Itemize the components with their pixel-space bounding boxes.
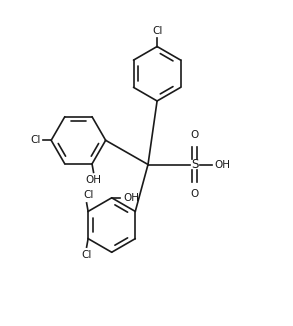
Text: Cl: Cl <box>83 190 93 200</box>
Text: Cl: Cl <box>30 135 41 145</box>
Text: Cl: Cl <box>152 26 162 36</box>
Text: Cl: Cl <box>81 250 92 260</box>
Text: OH: OH <box>123 193 139 203</box>
Text: OH: OH <box>214 159 231 170</box>
Text: S: S <box>191 158 199 171</box>
Text: O: O <box>191 189 199 199</box>
Text: OH: OH <box>86 175 102 185</box>
Text: O: O <box>191 130 199 140</box>
